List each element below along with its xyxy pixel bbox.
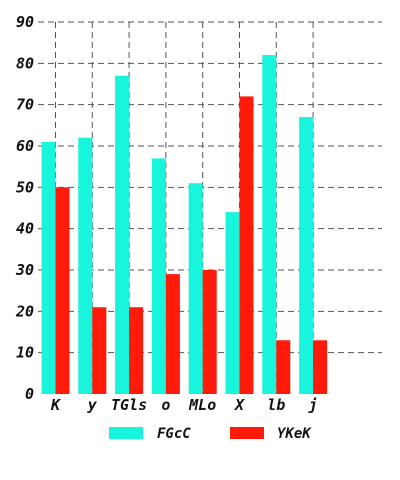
bar-series-1 <box>78 137 93 394</box>
x-tick-label: K <box>50 396 62 414</box>
x-tick-label: lb <box>267 396 285 414</box>
y-tick-label: 0 <box>25 385 34 403</box>
bar-series-2 <box>202 270 217 394</box>
bars <box>41 55 328 395</box>
bar-series-1 <box>188 183 203 394</box>
y-tick-label: 10 <box>16 344 34 362</box>
bar-series-1 <box>41 141 56 394</box>
y-axis-ticks: 0 10 20 30 40 50 60 70 80 90 <box>15 13 34 403</box>
y-tick-label: 90 <box>16 13 34 31</box>
legend: FGcC YKeK <box>109 426 312 442</box>
y-tick-label: 70 <box>16 96 34 114</box>
legend-label: YKeK <box>277 426 312 442</box>
bar-series-2 <box>165 274 180 394</box>
y-tick-label: 50 <box>16 178 34 196</box>
legend-swatch <box>109 427 143 439</box>
bar-series-2 <box>239 96 254 395</box>
y-tick-label: 60 <box>16 137 34 155</box>
bar-series-2 <box>276 340 291 394</box>
bar-series-1 <box>299 117 314 395</box>
bar-series-1 <box>115 75 130 394</box>
x-tick-label: TGls <box>111 396 147 414</box>
bar-series-1 <box>225 212 240 394</box>
y-tick-label: 30 <box>15 261 34 279</box>
x-tick-label: o <box>161 396 170 414</box>
legend-swatch <box>230 427 264 439</box>
y-tick-label: 20 <box>15 302 34 320</box>
legend-label: FGcC <box>157 426 191 442</box>
x-tick-label: y <box>87 396 98 414</box>
bar-series-2 <box>55 187 70 394</box>
bar-series-2 <box>313 340 328 394</box>
x-tick-label: MLo <box>188 396 216 414</box>
x-tick-label: j <box>308 396 318 414</box>
bar-series-1 <box>151 158 166 394</box>
bar-series-1 <box>262 55 277 395</box>
bar-series-2 <box>92 307 107 394</box>
x-tick-label: X <box>233 396 245 414</box>
y-tick-label: 80 <box>16 54 34 72</box>
y-tick-label: 40 <box>16 220 34 238</box>
bar-series-2 <box>129 307 144 394</box>
